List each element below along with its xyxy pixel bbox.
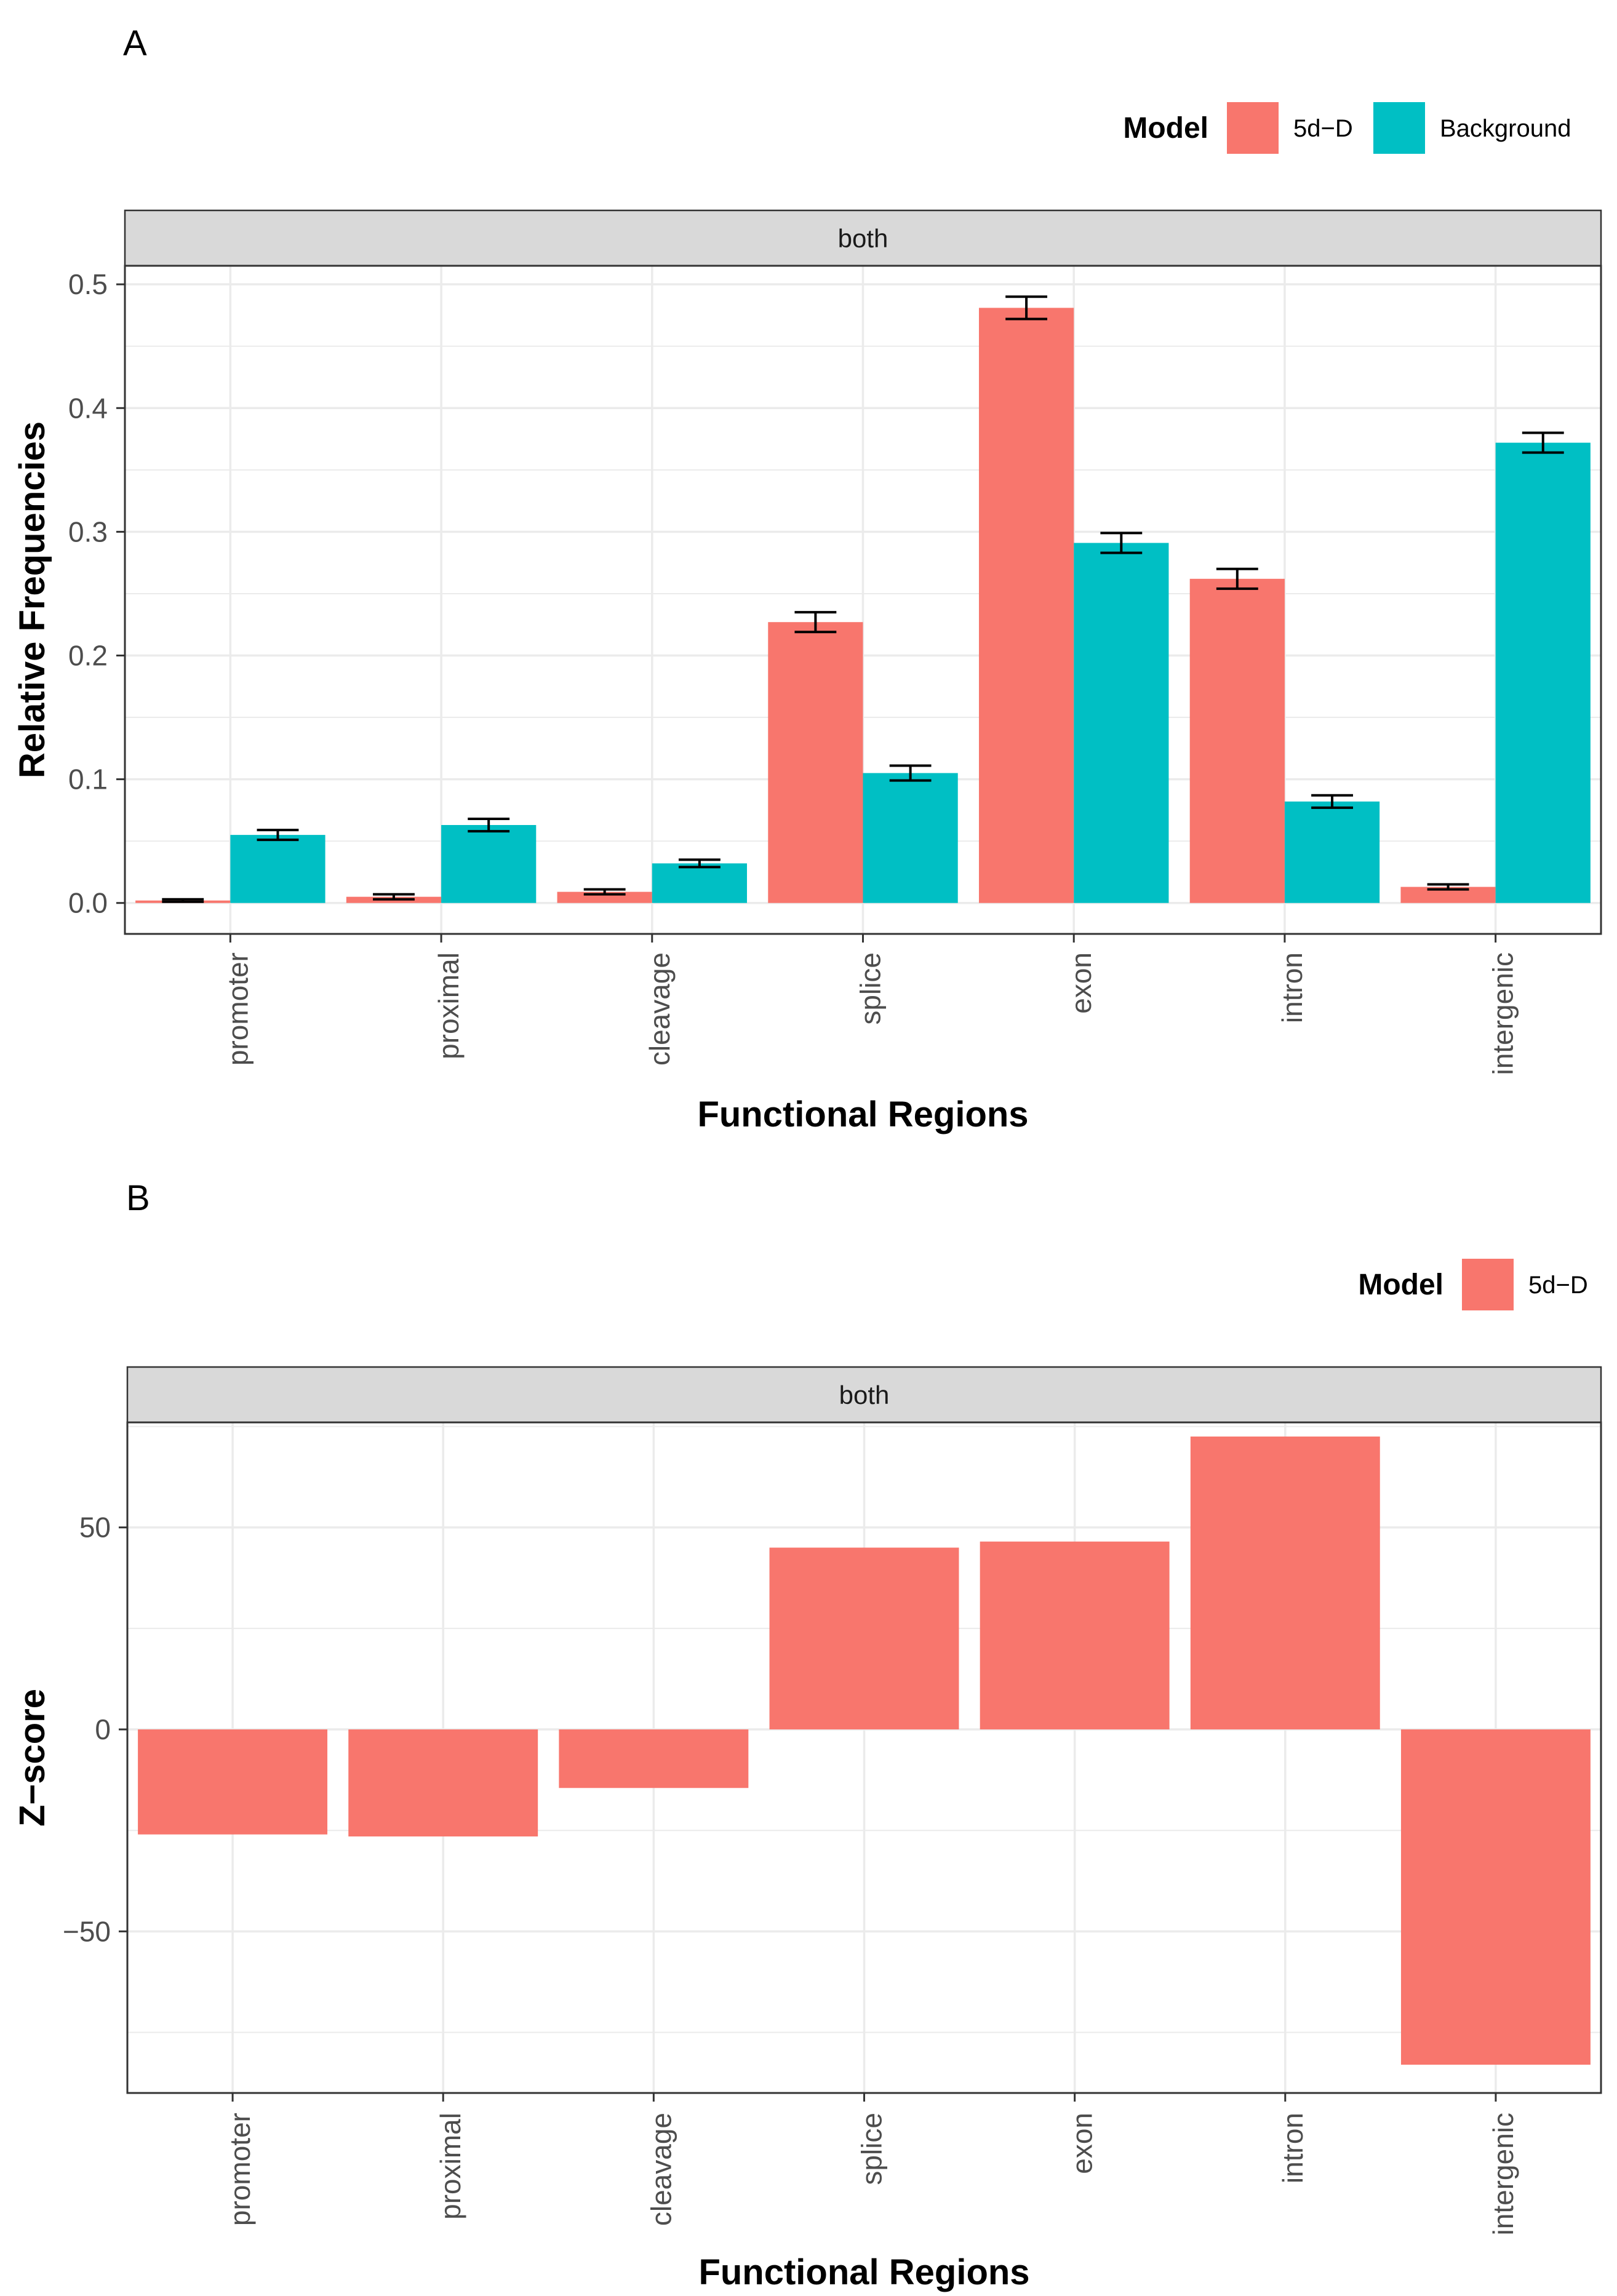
panel-tag: A	[123, 23, 147, 63]
bar-1-proximal	[441, 825, 537, 903]
x-tick-label-promoter: promoter	[224, 2113, 256, 2226]
x-tick-label-intergenic: intergenic	[1487, 952, 1519, 1075]
legend: Model Background 5d−D	[1123, 102, 1571, 154]
x-tick-label-intron: intron	[1277, 2113, 1309, 2183]
y-tick-label: 0.2	[68, 640, 108, 672]
x-tick-label-splice: splice	[856, 2113, 888, 2185]
error-bar-0-promoter	[162, 898, 204, 903]
error-bar-0-cleavage	[583, 888, 626, 896]
facet-strip	[126, 1366, 1602, 1424]
bar-0-splice	[769, 1547, 959, 1730]
error-bar-1-intergenic	[1522, 431, 1564, 454]
y-tick-label: 0.5	[68, 268, 108, 300]
error-bar-1-cleavage	[678, 858, 721, 869]
bar-1-intergenic	[1495, 442, 1591, 903]
x-tick-label-proximal: proximal	[434, 2113, 466, 2220]
facet-strip	[124, 209, 1602, 267]
x-tick-label-cleavage: cleavage	[644, 952, 676, 1066]
legend-key-1	[1373, 102, 1425, 154]
error-bars	[162, 295, 1564, 903]
error-bar-0-intergenic	[1427, 883, 1469, 891]
chart-panel-b: B Model 5d−D both −50 0 50 Z−score promoter proxi…	[12, 1178, 1602, 2292]
x-tick-label-intergenic: intergenic	[1487, 2113, 1519, 2235]
error-bar-0-intron	[1216, 567, 1258, 590]
x-tick-label-exon: exon	[1065, 952, 1097, 1014]
bar-0-proximal	[348, 1729, 538, 1837]
y-tick-label: 0.1	[68, 763, 108, 795]
bars	[135, 308, 1591, 903]
legend-label-1: Background	[1440, 115, 1571, 142]
x-axis-title: Functional Regions	[697, 1094, 1028, 1134]
x-axis: promoter proximal cleavage splice exon intron…	[222, 934, 1519, 1134]
bars	[138, 1436, 1591, 2065]
x-tick-label-intron: intron	[1276, 952, 1308, 1023]
legend-label-0: 5d−D	[1293, 115, 1353, 142]
x-tick-label-splice: splice	[855, 952, 887, 1025]
bar-1-promoter	[230, 835, 325, 903]
bar-1-splice	[863, 773, 958, 903]
x-tick-label-cleavage: cleavage	[645, 2113, 677, 2226]
error-bar-1-proximal	[468, 817, 510, 833]
y-axis-title: Z−score	[12, 1689, 52, 1827]
legend-key-0	[1462, 1259, 1514, 1310]
bar-0-exon	[980, 1541, 1170, 1730]
legend-title: Model	[1358, 1269, 1443, 1301]
bar-0-exon	[978, 308, 1074, 903]
y-axis: 0.0 0.1 0.2 0.3 0.4 0.5 Relative Frequencies	[12, 268, 125, 919]
x-tick-label-promoter: promoter	[222, 952, 254, 1066]
y-axis-title: Relative Frequencies	[12, 421, 52, 778]
error-bar-0-proximal	[373, 893, 415, 901]
error-bar-1-promoter	[257, 829, 299, 842]
error-bar-1-splice	[889, 764, 932, 782]
bar-0-promoter	[138, 1729, 328, 1835]
bar-0-splice	[768, 622, 863, 903]
bar-0-cleavage	[559, 1729, 749, 1788]
x-tick-label-exon: exon	[1066, 2113, 1098, 2174]
x-tick-label-proximal: proximal	[433, 952, 465, 1059]
error-bar-0-exon	[1005, 295, 1048, 321]
y-tick-label: 50	[79, 1512, 111, 1544]
error-bar-1-exon	[1100, 532, 1143, 554]
y-tick-label: 0.3	[68, 516, 108, 548]
bar-0-cleavage	[557, 891, 652, 903]
legend-title: Model	[1123, 112, 1208, 145]
y-tick-label: −50	[63, 1915, 111, 1947]
y-tick-label: 0.4	[68, 392, 108, 424]
bar-1-cleavage	[652, 863, 748, 903]
error-bar-0-splice	[794, 611, 837, 634]
bar-0-intron	[1189, 578, 1285, 903]
bar-1-exon	[1074, 543, 1169, 903]
bar-0-intron	[1190, 1436, 1380, 1730]
facet-strip-label: both	[838, 224, 888, 253]
panel-tag: B	[126, 1178, 150, 1218]
bar-0-intergenic	[1400, 1729, 1591, 2065]
legend: Model 5d−D	[1358, 1259, 1588, 1310]
facet-strip-label: both	[839, 1381, 890, 1409]
legend-label-0: 5d−D	[1528, 1272, 1588, 1299]
bar-1-intron	[1284, 801, 1380, 903]
y-axis: −50 0 50 Z−score	[12, 1512, 127, 1947]
error-bar-1-intron	[1311, 794, 1353, 809]
y-tick-label: 0	[95, 1713, 111, 1745]
x-axis-title: Functional Regions	[698, 2252, 1029, 2292]
legend-key-0	[1227, 102, 1279, 154]
x-axis: promoter proximal cleavage splice exon intron…	[224, 2093, 1519, 2292]
y-tick-label: 0.0	[68, 887, 108, 919]
